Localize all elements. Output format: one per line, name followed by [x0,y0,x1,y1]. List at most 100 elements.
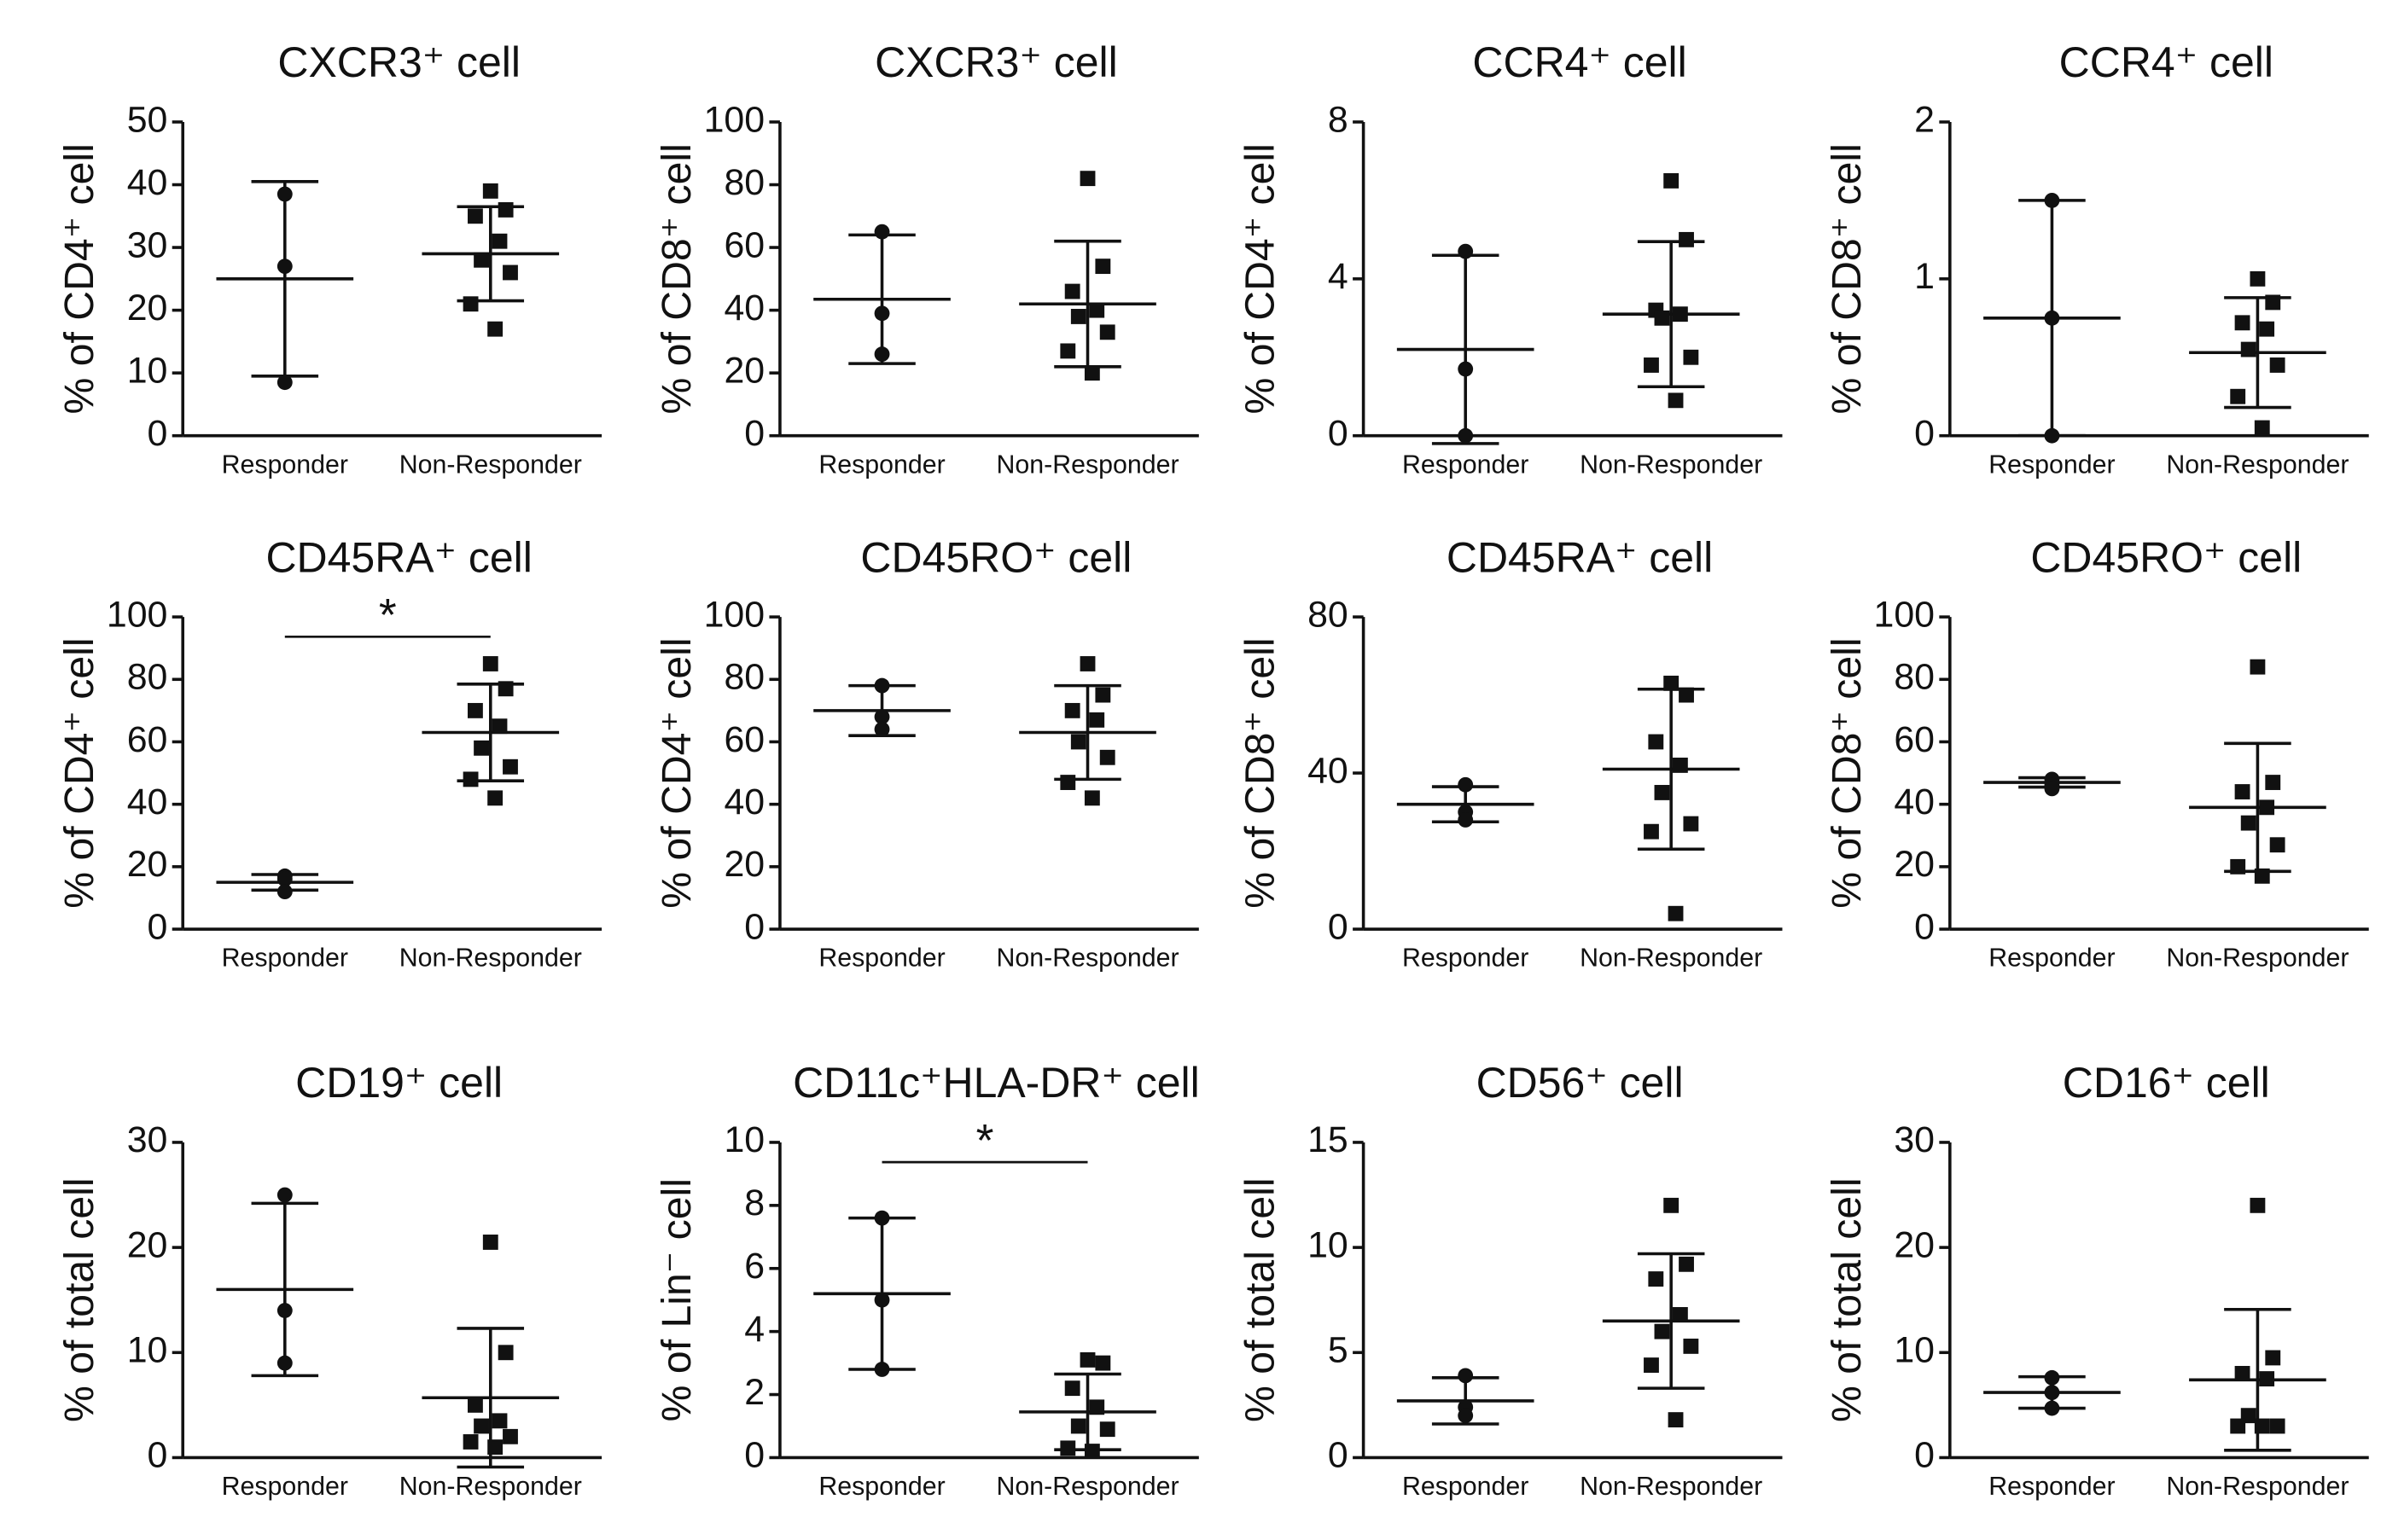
data-point [1679,1256,1694,1272]
y-axis-label: % of CD4⁺ cell [56,143,102,414]
x-tick-label: Non-Responder [1580,944,1762,973]
data-point [1458,243,1474,259]
data-point [1080,171,1096,187]
data-point [1089,302,1105,318]
panel: CD45RO⁺ cell % of CD4⁺ cell 0 20 40 60 80 100 Re… [654,533,1199,973]
y-tick-label: 10 [1307,1224,1348,1265]
data-point [2269,837,2285,853]
x-tick-label: Responder [1402,450,1528,479]
panel-title: CD45RO⁺ cell [2030,533,2302,581]
y-tick-label: 10 [127,1330,168,1371]
panel-title: CD19⁺ cell [295,1059,503,1107]
data-point [1654,785,1670,800]
significance-label: * [379,590,397,641]
data-point [2269,357,2285,373]
data-point [874,224,890,240]
data-point [1060,343,1076,359]
data-point [1089,712,1105,728]
panel: CD11c⁺HLA-DR⁺ cell % of Lin⁻ cell 0 2 4 6 8 10 R… [654,1059,1200,1501]
x-tick-label: Non-Responder [1580,450,1762,479]
x-tick-label: Non-Responder [399,1473,582,1501]
panel: CCR4⁺ cell % of CD8⁺ cell 0 1 2 Responder Non-… [1824,38,2369,479]
data-point [1644,1357,1659,1373]
data-point [277,259,293,275]
y-tick-label: 40 [127,162,168,203]
y-tick-label: 100 [704,594,765,635]
panel: CXCR3⁺ cell % of CD8⁺ cell 0 20 40 60 80 100 Res… [654,38,1199,479]
y-tick-label: 50 [127,99,168,140]
data-point [1095,1355,1111,1371]
data-point [1099,1421,1115,1438]
data-point [1663,1197,1680,1213]
data-point [277,186,293,202]
data-point [1683,1338,1699,1354]
data-point [2230,388,2246,404]
data-point [474,252,489,268]
y-tick-label: 100 [1874,594,1935,635]
x-tick-label: Non-Responder [2166,944,2349,973]
data-point [277,871,293,887]
data-point [1089,1399,1105,1415]
x-tick-label: Responder [1988,944,2115,973]
data-point [874,721,890,737]
x-tick-label: Responder [818,1473,945,1501]
data-point [1064,1380,1080,1397]
data-point [498,202,514,218]
data-point [1064,283,1080,299]
y-tick-label: 10 [1894,1330,1935,1371]
data-point [2259,321,2275,337]
data-point [482,1235,498,1250]
data-point [1654,1323,1670,1340]
data-point [1654,310,1670,326]
data-point [1060,775,1076,790]
data-point [1648,1271,1664,1287]
data-point [2269,1418,2285,1434]
data-point [1458,1368,1474,1384]
y-tick-label: 8 [744,1183,765,1223]
x-tick-label: Non-Responder [2166,1473,2349,1501]
data-point [1095,259,1111,275]
y-tick-label: 6 [744,1246,765,1287]
data-point [277,1355,293,1371]
data-point [1080,656,1096,671]
y-tick-label: 0 [744,413,765,454]
panel-title: CD56⁺ cell [1476,1059,1684,1107]
y-tick-label: 0 [744,1435,765,1476]
data-point [2230,1418,2246,1434]
data-point [277,1303,293,1318]
panel: CCR4⁺ cell % of CD4⁺ cell 0 4 8 Responder Non-… [1237,38,1783,479]
data-point [1458,427,1474,444]
y-axis-label: % of CD4⁺ cell [654,637,700,908]
panel: CD16⁺ cell % of total cell 0 10 20 30 Responde… [1824,1059,2369,1501]
y-axis-label: % of CD8⁺ cell [1824,637,1870,908]
data-point [503,264,518,281]
data-point [1099,324,1115,340]
y-tick-label: 80 [724,162,765,203]
y-tick-label: 0 [744,906,765,947]
data-point [492,718,508,735]
y-tick-label: 2 [1914,99,1935,140]
data-point [1644,357,1659,373]
panel-title: CCR4⁺ cell [1472,38,1686,86]
data-point [874,1210,890,1226]
data-point [2044,192,2060,208]
panel: CD45RA⁺ cell % of CD4⁺ cell 0 20 40 60 80 100 Re… [56,533,603,973]
data-point [2254,868,2270,884]
y-tick-label: 30 [127,224,168,265]
data-point [874,346,890,363]
data-point [277,375,293,391]
data-point [482,656,498,671]
data-point [874,1362,890,1377]
panel-title: CCR4⁺ cell [2059,38,2273,86]
data-point [1648,734,1664,750]
y-tick-label: 20 [1894,844,1935,885]
y-tick-label: 0 [1328,413,1348,454]
data-point [1663,172,1680,189]
x-tick-label: Non-Responder [2166,450,2349,479]
data-point [2044,427,2060,444]
data-point [2240,341,2256,357]
data-point [1084,1444,1100,1459]
y-tick-label: 60 [1894,719,1935,760]
data-point [498,1345,514,1361]
